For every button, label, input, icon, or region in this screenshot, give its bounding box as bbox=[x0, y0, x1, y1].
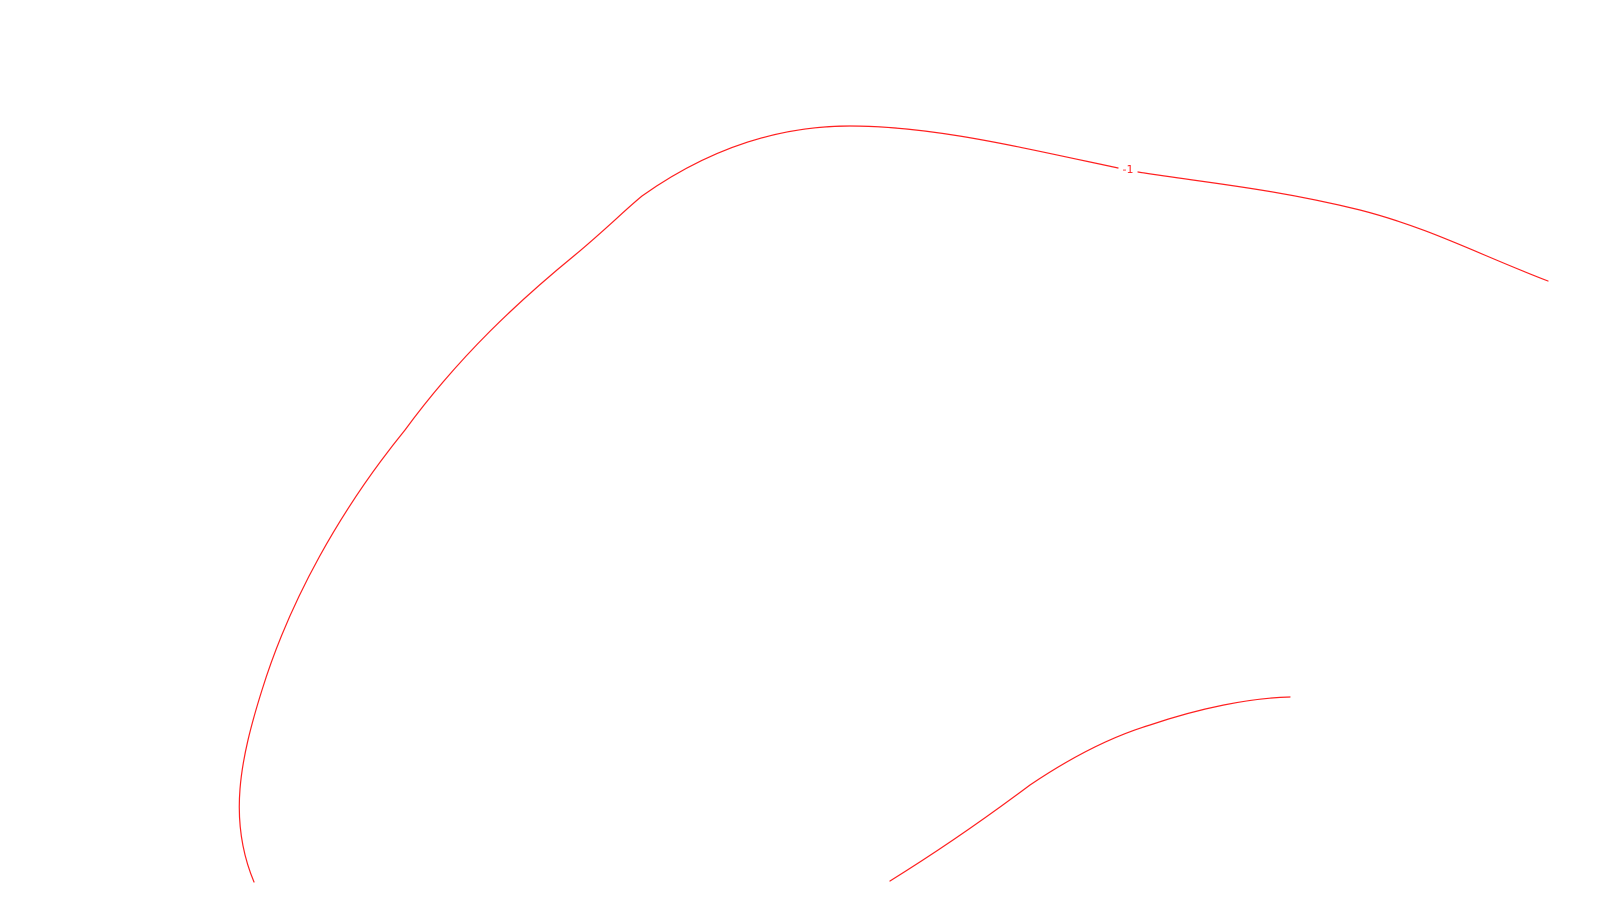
contour-line-lower bbox=[889, 696, 1291, 882]
contour-label: -1 bbox=[1123, 163, 1134, 176]
contour-line-upper bbox=[238, 125, 1549, 883]
